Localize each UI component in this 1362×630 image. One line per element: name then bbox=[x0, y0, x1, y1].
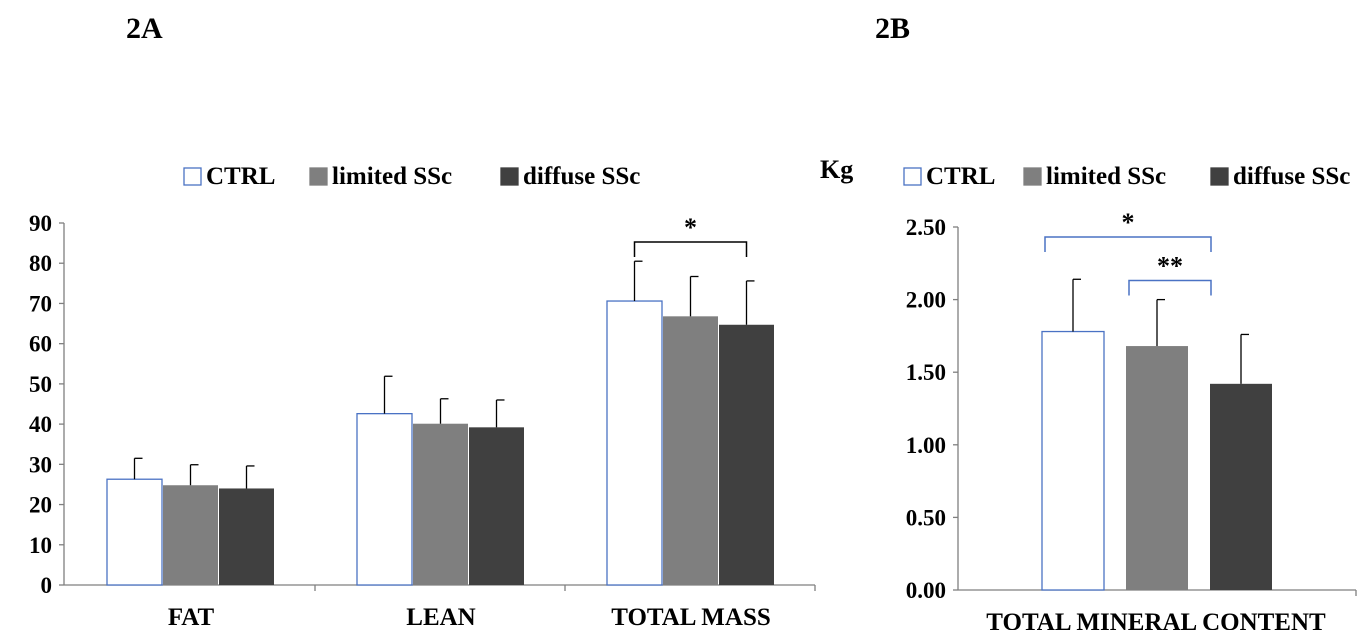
bar-lean-ctrl bbox=[356, 413, 413, 586]
legend-2b: CTRL limited SSc diffuse SSc bbox=[903, 163, 1350, 190]
plot-area-2a: 0 10 20 30 40 50 60 70 80 90 FAT LEAN TOTAL MASS * bbox=[29, 211, 816, 630]
legend-swatch-limited-ssc bbox=[1023, 167, 1042, 186]
y-tick-label: 30 bbox=[29, 452, 52, 477]
y-tick-label: 10 bbox=[29, 533, 52, 558]
legend-swatch-ctrl bbox=[903, 167, 922, 186]
x-category-label-lean: LEAN bbox=[406, 604, 475, 630]
panel-2b: 2B Kg CTRL limited SSc diffuse SSc 0.00 0.5… bbox=[820, 12, 1357, 630]
y-tick-label: 80 bbox=[29, 251, 52, 276]
panel-label-2b: 2B bbox=[875, 12, 910, 45]
y-tick-label: 1.50 bbox=[906, 360, 946, 385]
significance-bracket bbox=[633, 241, 748, 258]
legend-2a: CTRL limited SSc diffuse SSc bbox=[183, 163, 640, 190]
panel-label-2a: 2A bbox=[126, 12, 163, 45]
y-tick-label: 0 bbox=[41, 573, 53, 598]
x-category-label-total-mineral-content: TOTAL MINERAL CONTENT bbox=[986, 609, 1326, 630]
bar-total-mineral-content-limited-ssc bbox=[1126, 346, 1188, 590]
bar-total-mineral-content-diffuse-ssc bbox=[1210, 383, 1272, 590]
significance-label: ** bbox=[1157, 252, 1183, 281]
bar-total-mass-diffuse-ssc bbox=[719, 324, 774, 585]
y-tick-label: 2.00 bbox=[906, 288, 946, 313]
bar-fat-ctrl bbox=[106, 478, 163, 586]
legend-swatch-diffuse-ssc bbox=[1210, 167, 1229, 186]
bar-fat-limited-ssc bbox=[163, 485, 218, 585]
legend-label-limited-ssc: limited SSc bbox=[332, 163, 452, 190]
y-tick-label: 2.50 bbox=[906, 215, 946, 240]
bar-fat-diffuse-ssc bbox=[219, 488, 274, 585]
bar-total-mass-ctrl bbox=[606, 300, 663, 586]
legend-swatch-ctrl bbox=[183, 167, 202, 186]
plot-area-2b: 0.00 0.50 1.00 1.50 2.00 2.50 TOTAL MINERAL CO… bbox=[906, 208, 1357, 630]
y-axis-label-2b: Kg bbox=[820, 155, 853, 184]
legend-label-diffuse-ssc: diffuse SSc bbox=[1233, 163, 1350, 190]
legend-label-ctrl: CTRL bbox=[926, 163, 995, 190]
bar-lean-diffuse-ssc bbox=[469, 427, 524, 585]
y-tick-label: 0.00 bbox=[906, 578, 946, 603]
y-tick-label: 40 bbox=[29, 412, 52, 437]
legend-label-limited-ssc: limited SSc bbox=[1046, 163, 1166, 190]
legend-swatch-limited-ssc bbox=[309, 167, 328, 186]
bar-total-mineral-content-ctrl bbox=[1041, 330, 1105, 591]
x-category-label-fat: FAT bbox=[168, 604, 215, 630]
y-tick-label: 20 bbox=[29, 493, 52, 518]
significance-label: * bbox=[1122, 208, 1135, 237]
x-category-label-total-mass: TOTAL MASS bbox=[611, 604, 771, 630]
y-tick-label: 1.00 bbox=[906, 433, 946, 458]
legend-label-diffuse-ssc: diffuse SSc bbox=[523, 163, 640, 190]
legend-swatch-diffuse-ssc bbox=[500, 167, 519, 186]
y-tick-label: 50 bbox=[29, 372, 52, 397]
bar-total-mass-limited-ssc bbox=[663, 316, 718, 585]
significance-label: * bbox=[684, 213, 697, 242]
y-tick-label: 70 bbox=[29, 291, 52, 316]
panel-2a: 2A CTRL limited SSc diffuse SSc 0 10 20 30 40 5… bbox=[29, 12, 816, 630]
y-tick-label: 0.50 bbox=[906, 505, 946, 530]
y-tick-label: 60 bbox=[29, 332, 52, 357]
significance-bracket bbox=[1044, 236, 1212, 252]
legend-label-ctrl: CTRL bbox=[206, 163, 275, 190]
bar-lean-limited-ssc bbox=[413, 423, 468, 585]
y-tick-label: 90 bbox=[29, 211, 52, 236]
significance-bracket bbox=[1128, 279, 1212, 296]
